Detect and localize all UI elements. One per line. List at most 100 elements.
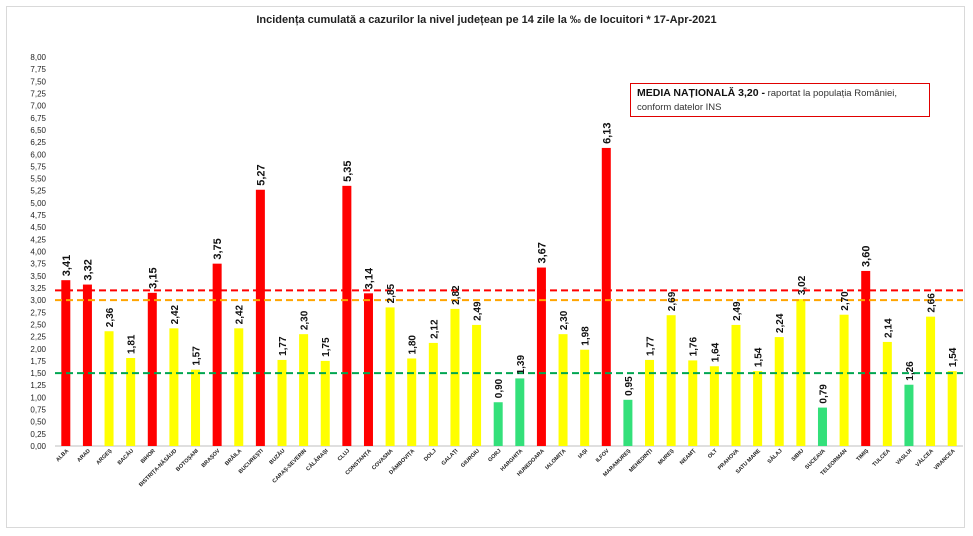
y-tick-label: 0,00 bbox=[30, 442, 46, 451]
data-label: 2,66 bbox=[927, 293, 938, 313]
data-label: 2,24 bbox=[775, 313, 786, 333]
bar bbox=[839, 314, 849, 446]
bar bbox=[82, 284, 92, 446]
bar bbox=[666, 315, 676, 446]
bar bbox=[126, 357, 136, 446]
data-label: 3,02 bbox=[797, 275, 808, 295]
bar bbox=[147, 292, 157, 446]
y-tick-label: 4,50 bbox=[30, 223, 46, 232]
y-tick-label: 2,50 bbox=[30, 320, 46, 329]
category-label: IAȘI bbox=[577, 448, 589, 460]
data-label: 2,30 bbox=[559, 310, 570, 330]
y-tick-label: 8,00 bbox=[30, 53, 46, 62]
category-label: BOTOȘANI bbox=[175, 448, 200, 473]
y-tick-label: 6,50 bbox=[30, 126, 46, 135]
data-label: 2,85 bbox=[386, 284, 397, 304]
data-label: 3,15 bbox=[147, 267, 159, 288]
data-label: 5,35 bbox=[342, 160, 354, 181]
data-label: 3,60 bbox=[861, 246, 873, 267]
data-label: 0,90 bbox=[494, 378, 505, 398]
category-label: VASLUI bbox=[895, 448, 914, 467]
chart-title: Incidența cumulată a cazurilor la nivel … bbox=[256, 14, 717, 26]
bar bbox=[299, 334, 309, 446]
bar bbox=[428, 342, 438, 446]
data-label: 2,12 bbox=[429, 319, 440, 339]
national-average-note: raportat la populația României, conform … bbox=[637, 88, 897, 113]
bar bbox=[104, 331, 114, 446]
national-average-value: MEDIA NAȚIONALĂ 3,20 - bbox=[637, 87, 765, 99]
bar bbox=[212, 263, 222, 446]
bar bbox=[623, 399, 633, 446]
bar bbox=[342, 185, 352, 446]
y-tick-label: 5,25 bbox=[30, 187, 46, 196]
y-tick-label: 4,75 bbox=[30, 211, 46, 220]
data-label: 1,54 bbox=[754, 347, 765, 367]
category-label: GORJ bbox=[487, 448, 502, 463]
category-label: ARGEȘ bbox=[95, 448, 113, 466]
y-tick-label: 3,75 bbox=[30, 260, 46, 269]
data-label: 1,26 bbox=[905, 361, 916, 381]
category-label: MEHEDINȚI bbox=[628, 448, 654, 474]
data-label: 2,30 bbox=[300, 310, 311, 330]
data-label: 6,13 bbox=[601, 123, 613, 144]
category-label: GALAȚI bbox=[441, 448, 460, 467]
y-tick-label: 6,00 bbox=[30, 150, 46, 159]
y-tick-label: 0,50 bbox=[30, 418, 46, 427]
bar bbox=[255, 189, 265, 446]
bar bbox=[472, 324, 482, 446]
data-label: 3,41 bbox=[61, 255, 73, 276]
category-label: ILFOV bbox=[595, 448, 611, 464]
data-label: 1,98 bbox=[581, 326, 592, 346]
category-label: SUCEAVA bbox=[804, 448, 827, 471]
bar bbox=[926, 316, 936, 446]
y-tick-label: 3,25 bbox=[30, 284, 46, 293]
bar bbox=[493, 402, 503, 446]
bar bbox=[817, 407, 827, 446]
category-label: BISTRIȚA-NĂSĂUD bbox=[137, 447, 178, 488]
category-label: TIMIȘ bbox=[856, 448, 871, 463]
bar bbox=[169, 328, 179, 446]
category-label: MUREȘ bbox=[657, 448, 676, 467]
y-tick-label: 5,75 bbox=[30, 162, 46, 171]
y-tick-label: 7,25 bbox=[30, 89, 46, 98]
category-label: BRĂILA bbox=[224, 447, 244, 467]
y-tick-label: 1,00 bbox=[30, 393, 46, 402]
data-label: 2,49 bbox=[732, 301, 743, 321]
data-label: 1,76 bbox=[689, 337, 700, 357]
category-label: IALOMIȚA bbox=[544, 448, 567, 471]
data-label: 2,70 bbox=[840, 291, 851, 311]
data-label: 1,77 bbox=[278, 336, 289, 356]
category-label: SIBIU bbox=[791, 448, 806, 463]
data-label: 0,79 bbox=[818, 384, 829, 404]
data-label: 1,54 bbox=[948, 347, 959, 367]
data-label: 2,69 bbox=[667, 291, 678, 311]
data-label: 1,39 bbox=[516, 355, 527, 375]
y-tick-label: 0,75 bbox=[30, 406, 46, 415]
data-label: 3,14 bbox=[363, 267, 375, 289]
category-label: DOLJ bbox=[423, 448, 438, 463]
category-label: SĂLAJ bbox=[766, 447, 784, 465]
bar bbox=[645, 359, 655, 446]
y-tick-label: 7,75 bbox=[30, 65, 46, 74]
bar bbox=[234, 328, 244, 446]
bar bbox=[558, 334, 568, 446]
bar bbox=[709, 366, 719, 446]
data-label: 1,57 bbox=[192, 346, 203, 366]
bar bbox=[774, 337, 784, 446]
y-tick-label: 3,50 bbox=[30, 272, 46, 281]
data-label: 1,75 bbox=[321, 337, 332, 357]
y-tick-label: 5,00 bbox=[30, 199, 46, 208]
data-label: 1,64 bbox=[710, 342, 721, 362]
national-average-box: MEDIA NAȚIONALĂ 3,20 - raportat la popul… bbox=[630, 83, 930, 117]
data-label: 1,77 bbox=[646, 336, 657, 356]
bar bbox=[688, 360, 698, 446]
y-tick-label: 3,00 bbox=[30, 296, 46, 305]
bar bbox=[580, 349, 590, 446]
category-label: OLT bbox=[707, 448, 719, 460]
category-label: BRAȘOV bbox=[201, 448, 222, 469]
category-label: CLUJ bbox=[337, 448, 351, 462]
category-label: VÂLCEA bbox=[914, 447, 935, 468]
category-label: ALBA bbox=[55, 448, 70, 463]
bar bbox=[407, 358, 417, 446]
